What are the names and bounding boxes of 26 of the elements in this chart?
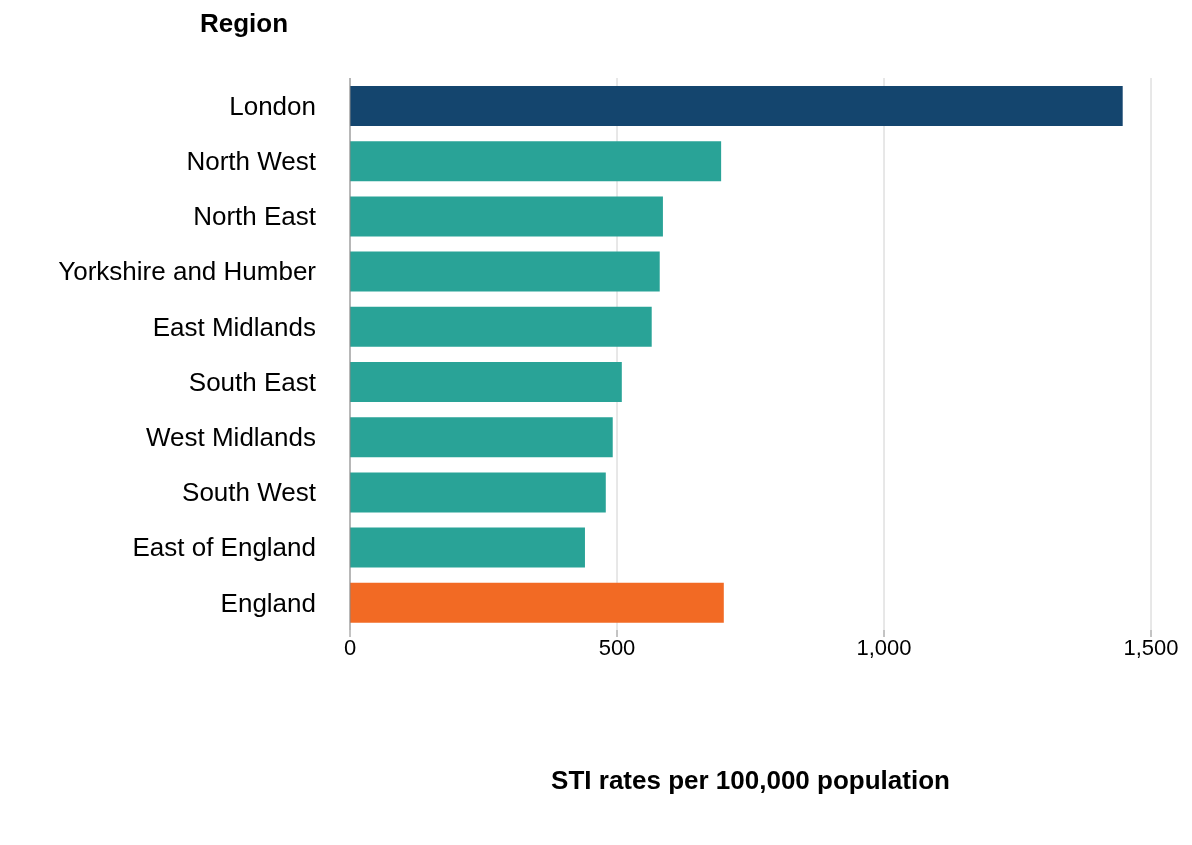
x-tick-label: 0	[343, 634, 357, 660]
y-tick-label: East of England	[132, 532, 316, 563]
bar	[350, 251, 660, 292]
bar	[350, 417, 613, 458]
bar	[350, 472, 606, 513]
bar	[350, 582, 724, 623]
y-tick-label: West Midlands	[145, 422, 316, 453]
x-tick-label: 1,500	[1123, 634, 1179, 660]
y-tick-label: England	[220, 587, 316, 618]
bar	[350, 306, 652, 347]
y-tick-label: North West	[186, 146, 317, 177]
x-tick-label: 500	[598, 634, 636, 660]
x-axis-title: STI rates per 100,000 population	[550, 765, 951, 796]
y-axis-title: Region	[200, 8, 290, 39]
x-tick-label: 1,000	[856, 634, 912, 660]
y-tick-label: London	[229, 90, 316, 121]
bar	[350, 196, 663, 237]
y-tick-label: South West	[182, 477, 317, 508]
y-tick-label: South East	[188, 366, 317, 397]
bar	[350, 86, 1123, 126]
y-tick-label: East Midlands	[152, 311, 316, 342]
bar	[350, 362, 622, 402]
bar	[350, 141, 722, 182]
y-tick-label: North East	[193, 201, 317, 232]
y-tick-label: Yorkshire and Humber	[58, 256, 317, 287]
bar	[350, 527, 585, 568]
